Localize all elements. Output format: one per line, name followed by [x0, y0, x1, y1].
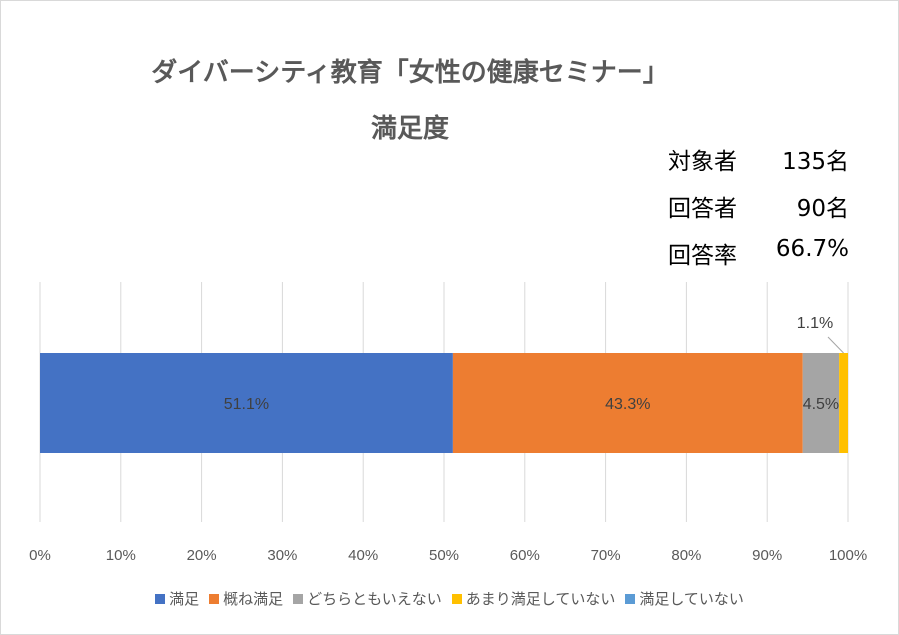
bar-segment	[839, 353, 848, 453]
chart-subtitle: 満足度	[370, 114, 449, 144]
x-tick-label: 20%	[187, 547, 217, 564]
legend-item: あまり満足していない	[451, 588, 616, 609]
stat-label-respondents: 回答者	[668, 196, 737, 222]
legend-label: 概ね満足	[223, 590, 284, 608]
legend-item: 満足していない	[625, 588, 744, 609]
data-label: 51.1%	[224, 396, 269, 413]
x-tick-label: 30%	[267, 547, 297, 564]
legend-label: あまり満足していない	[465, 590, 616, 608]
chart-title: ダイバーシティ教育「女性の健康セミナー」	[151, 58, 669, 88]
x-tick-label: 100%	[829, 547, 867, 564]
legend-item: 満足	[155, 588, 199, 609]
stat-value-target: 135名	[782, 149, 849, 175]
x-tick-label: 90%	[752, 547, 782, 564]
bar-segment	[452, 353, 803, 453]
x-tick-label: 50%	[429, 547, 459, 564]
stat-value-response-rate: 66.7%	[775, 236, 849, 262]
legend: 満足 概ね満足 どちらともいえない あまり満足していない 満足していない	[0, 588, 899, 609]
data-label: 1.1%	[797, 315, 833, 332]
legend-label: どちらともいえない	[307, 590, 442, 608]
leader-line	[827, 336, 844, 354]
stat-value-respondents: 90名	[796, 196, 849, 222]
x-tick-label: 40%	[348, 547, 378, 564]
x-tick-label: 80%	[671, 547, 701, 564]
bar-segment	[40, 353, 453, 453]
bar-segment	[802, 353, 840, 453]
legend-item: 概ね満足	[209, 588, 283, 609]
legend-item: どちらともいえない	[293, 588, 442, 609]
legend-swatch	[293, 593, 304, 604]
x-tick-label: 70%	[591, 547, 621, 564]
legend-swatch	[451, 593, 462, 604]
legend-swatch	[625, 593, 636, 604]
data-label: 43.3%	[605, 396, 650, 413]
x-tick-label: 10%	[106, 547, 136, 564]
x-tick-label: 60%	[510, 547, 540, 564]
stat-label-response-rate: 回答率	[668, 243, 737, 269]
stat-label-target: 対象者	[668, 149, 737, 175]
x-tick-label: 0%	[29, 547, 51, 564]
data-label: 4.5%	[803, 396, 839, 413]
legend-label: 満足	[169, 590, 200, 608]
legend-swatch	[209, 593, 220, 604]
legend-swatch	[155, 593, 166, 604]
legend-label: 満足していない	[639, 590, 744, 608]
